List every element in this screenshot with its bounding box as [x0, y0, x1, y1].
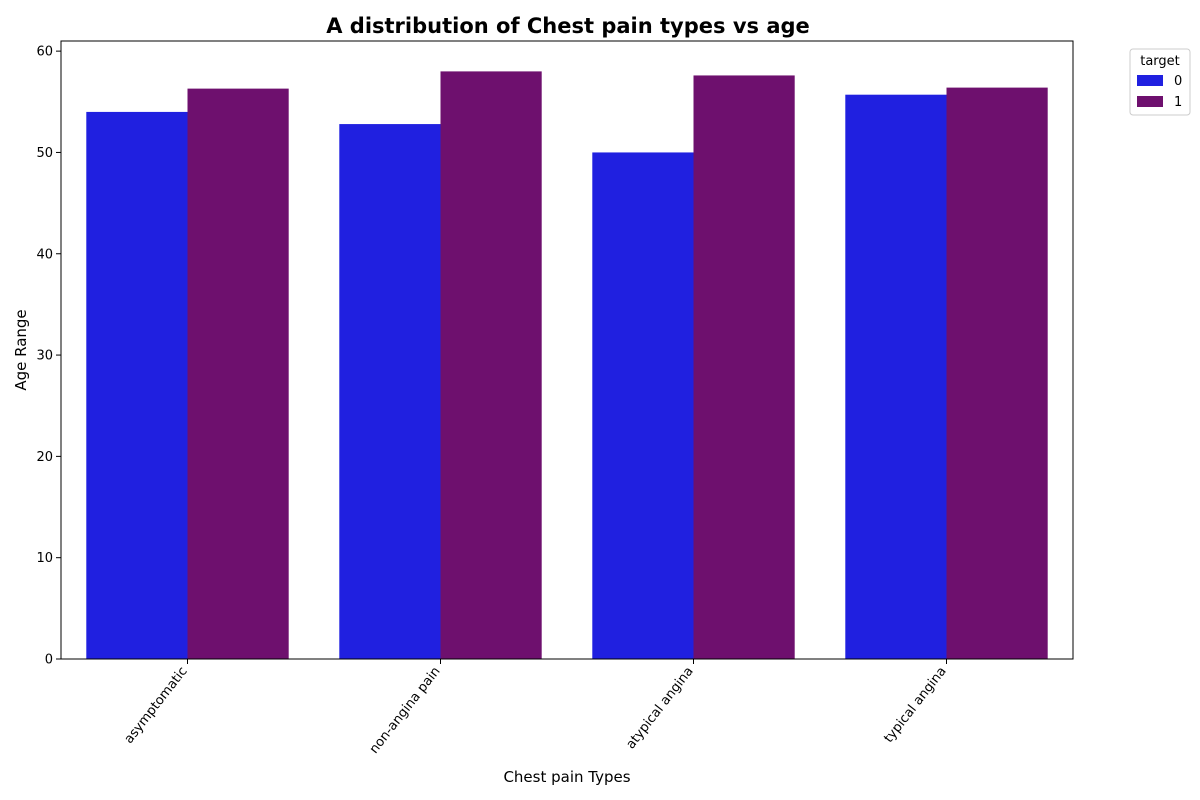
legend-title: target [1140, 54, 1180, 69]
y-tick-label: 50 [36, 146, 53, 161]
y-tick-label: 30 [36, 349, 53, 364]
legend-swatch-1 [1137, 96, 1163, 107]
y-tick-label: 10 [36, 551, 53, 566]
legend-label-0: 0 [1174, 74, 1182, 89]
legend-label-1: 1 [1174, 95, 1182, 110]
x-tick-label: asymptomatic [122, 664, 191, 746]
plot-area-frame [60, 40, 1074, 660]
bar-non-angina-pain-target-1 [440, 71, 542, 660]
bar-typical-angina-target-1 [946, 87, 1048, 660]
legend-swatch-0 [1137, 75, 1163, 86]
y-tick-label: 40 [36, 247, 53, 262]
y-tick-label: 20 [36, 450, 53, 465]
legend: target 0 1 [1129, 48, 1191, 116]
bar-atypical-angina-target-0 [592, 152, 694, 659]
chart-title: A distribution of Chest pain types vs ag… [326, 14, 810, 38]
bar-non-angina-pain-target-0 [339, 124, 441, 659]
x-tick-label: typical angina [881, 664, 949, 746]
y-axis-label: Age Range [12, 309, 30, 390]
x-tick-label: atypical angina [623, 664, 696, 752]
x-axis-label: Chest pain Types [503, 768, 630, 786]
bar-typical-angina-target-0 [845, 94, 947, 660]
y-tick-label: 60 [36, 45, 53, 60]
bar-atypical-angina-target-1 [693, 75, 795, 659]
bar-asymptomatic-target-1 [187, 88, 289, 659]
bar-asymptomatic-target-0 [86, 111, 188, 659]
bars [86, 71, 1048, 660]
x-tick-label: non-angina pain [367, 664, 444, 756]
y-tick-label: 0 [45, 653, 53, 668]
